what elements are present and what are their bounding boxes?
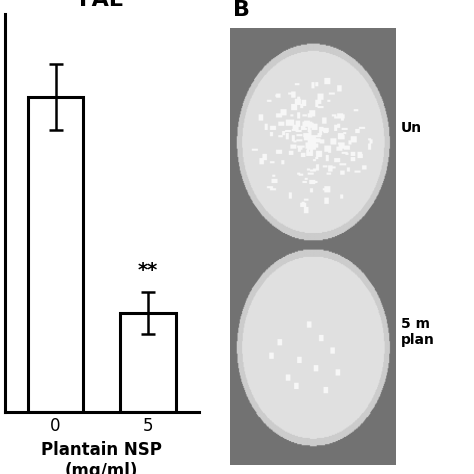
Text: 5 m
plan: 5 m plan <box>401 317 434 347</box>
Text: **: ** <box>138 261 158 280</box>
Title: FAE: FAE <box>79 0 124 10</box>
Bar <box>120 313 176 412</box>
X-axis label: Plantain NSP
(mg/ml): Plantain NSP (mg/ml) <box>41 441 162 474</box>
Text: Un: Un <box>401 121 422 135</box>
Bar <box>28 97 83 412</box>
Text: B: B <box>233 0 250 20</box>
